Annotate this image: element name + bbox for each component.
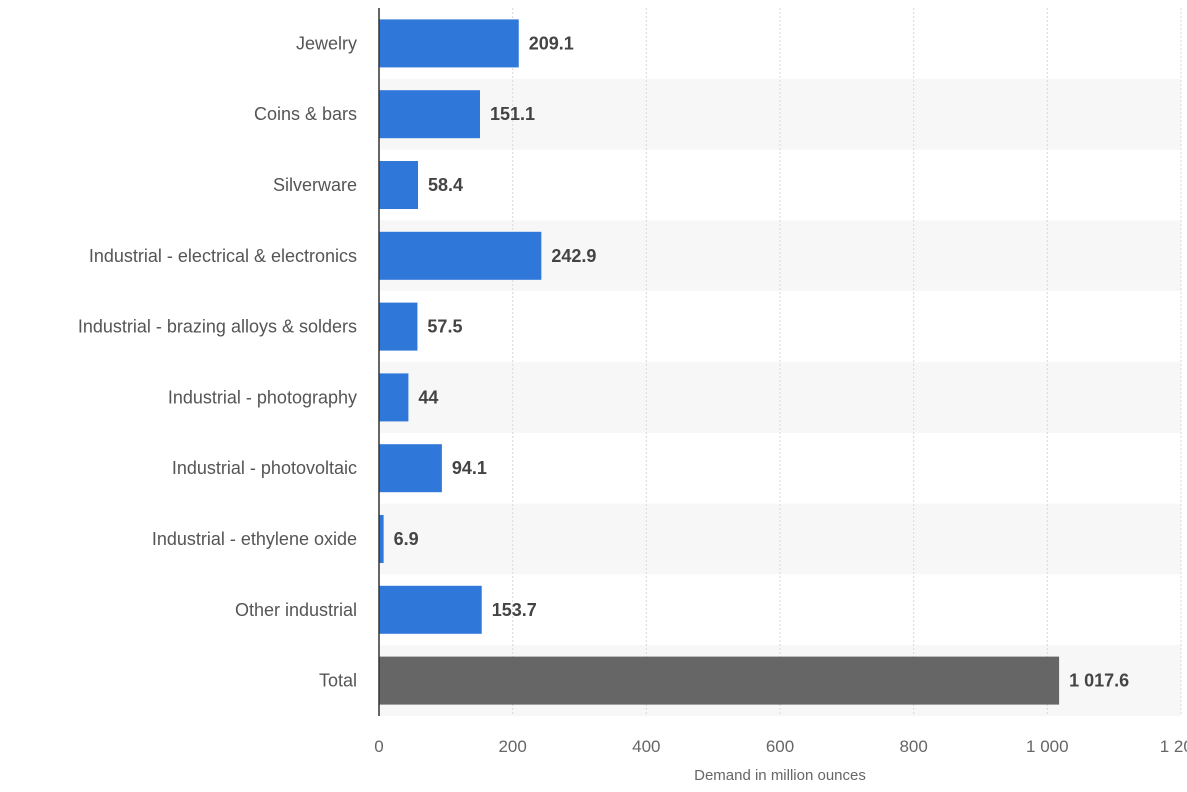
bar bbox=[379, 444, 442, 493]
category-label: Industrial - electrical & electronics bbox=[89, 246, 357, 266]
category-label: Industrial - photography bbox=[168, 387, 357, 407]
x-tick-label: 200 bbox=[498, 737, 526, 756]
category-label: Coins & bars bbox=[254, 104, 357, 124]
value-label: 153.7 bbox=[492, 600, 537, 620]
category-label: Silverware bbox=[273, 175, 357, 195]
value-label: 151.1 bbox=[490, 104, 535, 124]
bar bbox=[379, 373, 409, 422]
value-label: 1 017.6 bbox=[1069, 671, 1129, 691]
value-label: 94.1 bbox=[452, 458, 487, 478]
x-tick-label: 800 bbox=[899, 737, 927, 756]
category-labels: Jewelry Coins & bars Silverware Industrial … bbox=[78, 33, 357, 690]
x-axis-title: Demand in million ounces bbox=[694, 767, 866, 784]
value-labels: 209.1 151.1 58.4 242.9 57.5 44 94.1 6.9 153.7 1 0… bbox=[394, 33, 1130, 690]
category-label: Industrial - ethylene oxide bbox=[152, 529, 357, 549]
x-tick-label: 600 bbox=[766, 737, 794, 756]
bar bbox=[379, 19, 519, 68]
value-label: 57.5 bbox=[427, 317, 462, 337]
category-label: Total bbox=[319, 671, 357, 691]
bars bbox=[379, 19, 1060, 705]
category-label: Industrial - brazing alloys & solders bbox=[78, 317, 357, 337]
row-band bbox=[379, 503, 1181, 575]
category-label: Other industrial bbox=[235, 600, 357, 620]
bar bbox=[379, 302, 418, 351]
bar bbox=[379, 515, 384, 563]
value-label: 44 bbox=[418, 387, 438, 407]
bar-total bbox=[379, 656, 1060, 705]
bar bbox=[379, 90, 480, 139]
category-label: Industrial - photovoltaic bbox=[172, 458, 357, 478]
x-tick-label: 0 bbox=[374, 737, 383, 756]
x-tick-label: 1 000 bbox=[1026, 737, 1069, 756]
value-label: 209.1 bbox=[529, 33, 574, 53]
bar bbox=[379, 231, 542, 280]
value-label: 242.9 bbox=[551, 246, 596, 266]
value-label: 58.4 bbox=[428, 175, 463, 195]
x-tick-label: 1 200 bbox=[1160, 737, 1187, 756]
value-label: 6.9 bbox=[394, 529, 419, 549]
category-label: Jewelry bbox=[296, 33, 357, 53]
x-tick-label: 400 bbox=[632, 737, 660, 756]
gridlines bbox=[512, 8, 1182, 716]
x-axis-ticks: 0 200 400 600 800 1 000 1 200 bbox=[374, 737, 1187, 756]
bar bbox=[379, 161, 419, 209]
bar bbox=[379, 585, 482, 634]
